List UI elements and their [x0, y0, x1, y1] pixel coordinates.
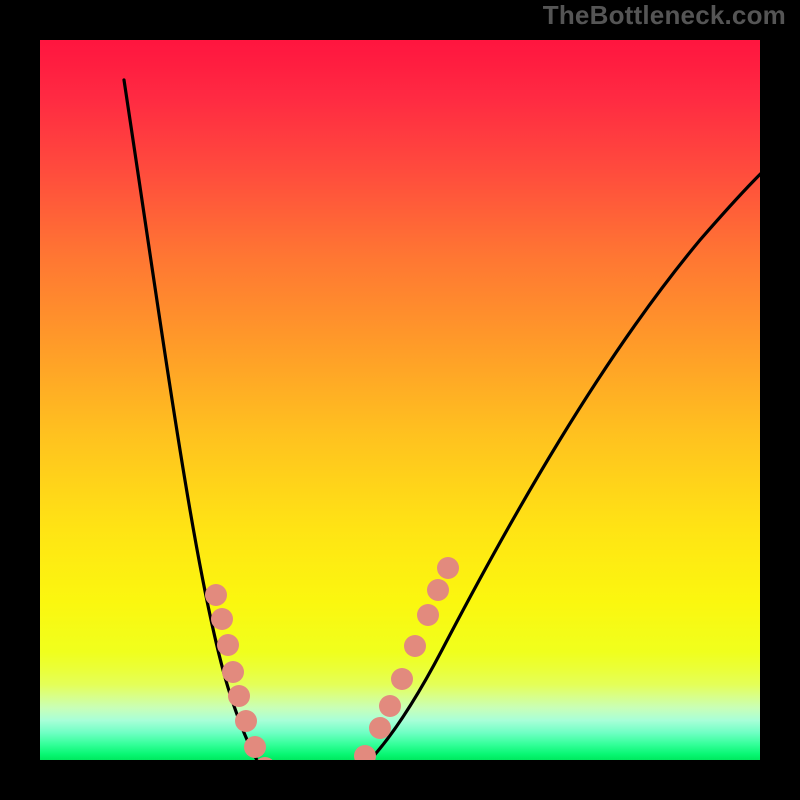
marker-dot [205, 584, 227, 606]
marker-group-right [354, 557, 459, 760]
chart-canvas: TheBottleneck.com [0, 0, 800, 800]
marker-dot [391, 668, 413, 690]
marker-dot [427, 579, 449, 601]
v-curve-right [306, 138, 760, 760]
watermark-text: TheBottleneck.com [543, 0, 786, 31]
marker-dot [404, 635, 426, 657]
marker-dot [222, 661, 244, 683]
marker-dot [437, 557, 459, 579]
v-curve-left [124, 80, 306, 760]
chart-overlay [40, 40, 760, 760]
marker-dot [417, 604, 439, 626]
marker-group-left [205, 584, 276, 760]
plot-area [40, 40, 760, 760]
marker-dot [235, 710, 257, 732]
marker-dot [369, 717, 391, 739]
marker-dot [217, 634, 239, 656]
marker-dot [228, 685, 250, 707]
marker-dot [211, 608, 233, 630]
marker-dot [354, 745, 376, 760]
marker-dot [244, 736, 266, 758]
marker-dot [379, 695, 401, 717]
